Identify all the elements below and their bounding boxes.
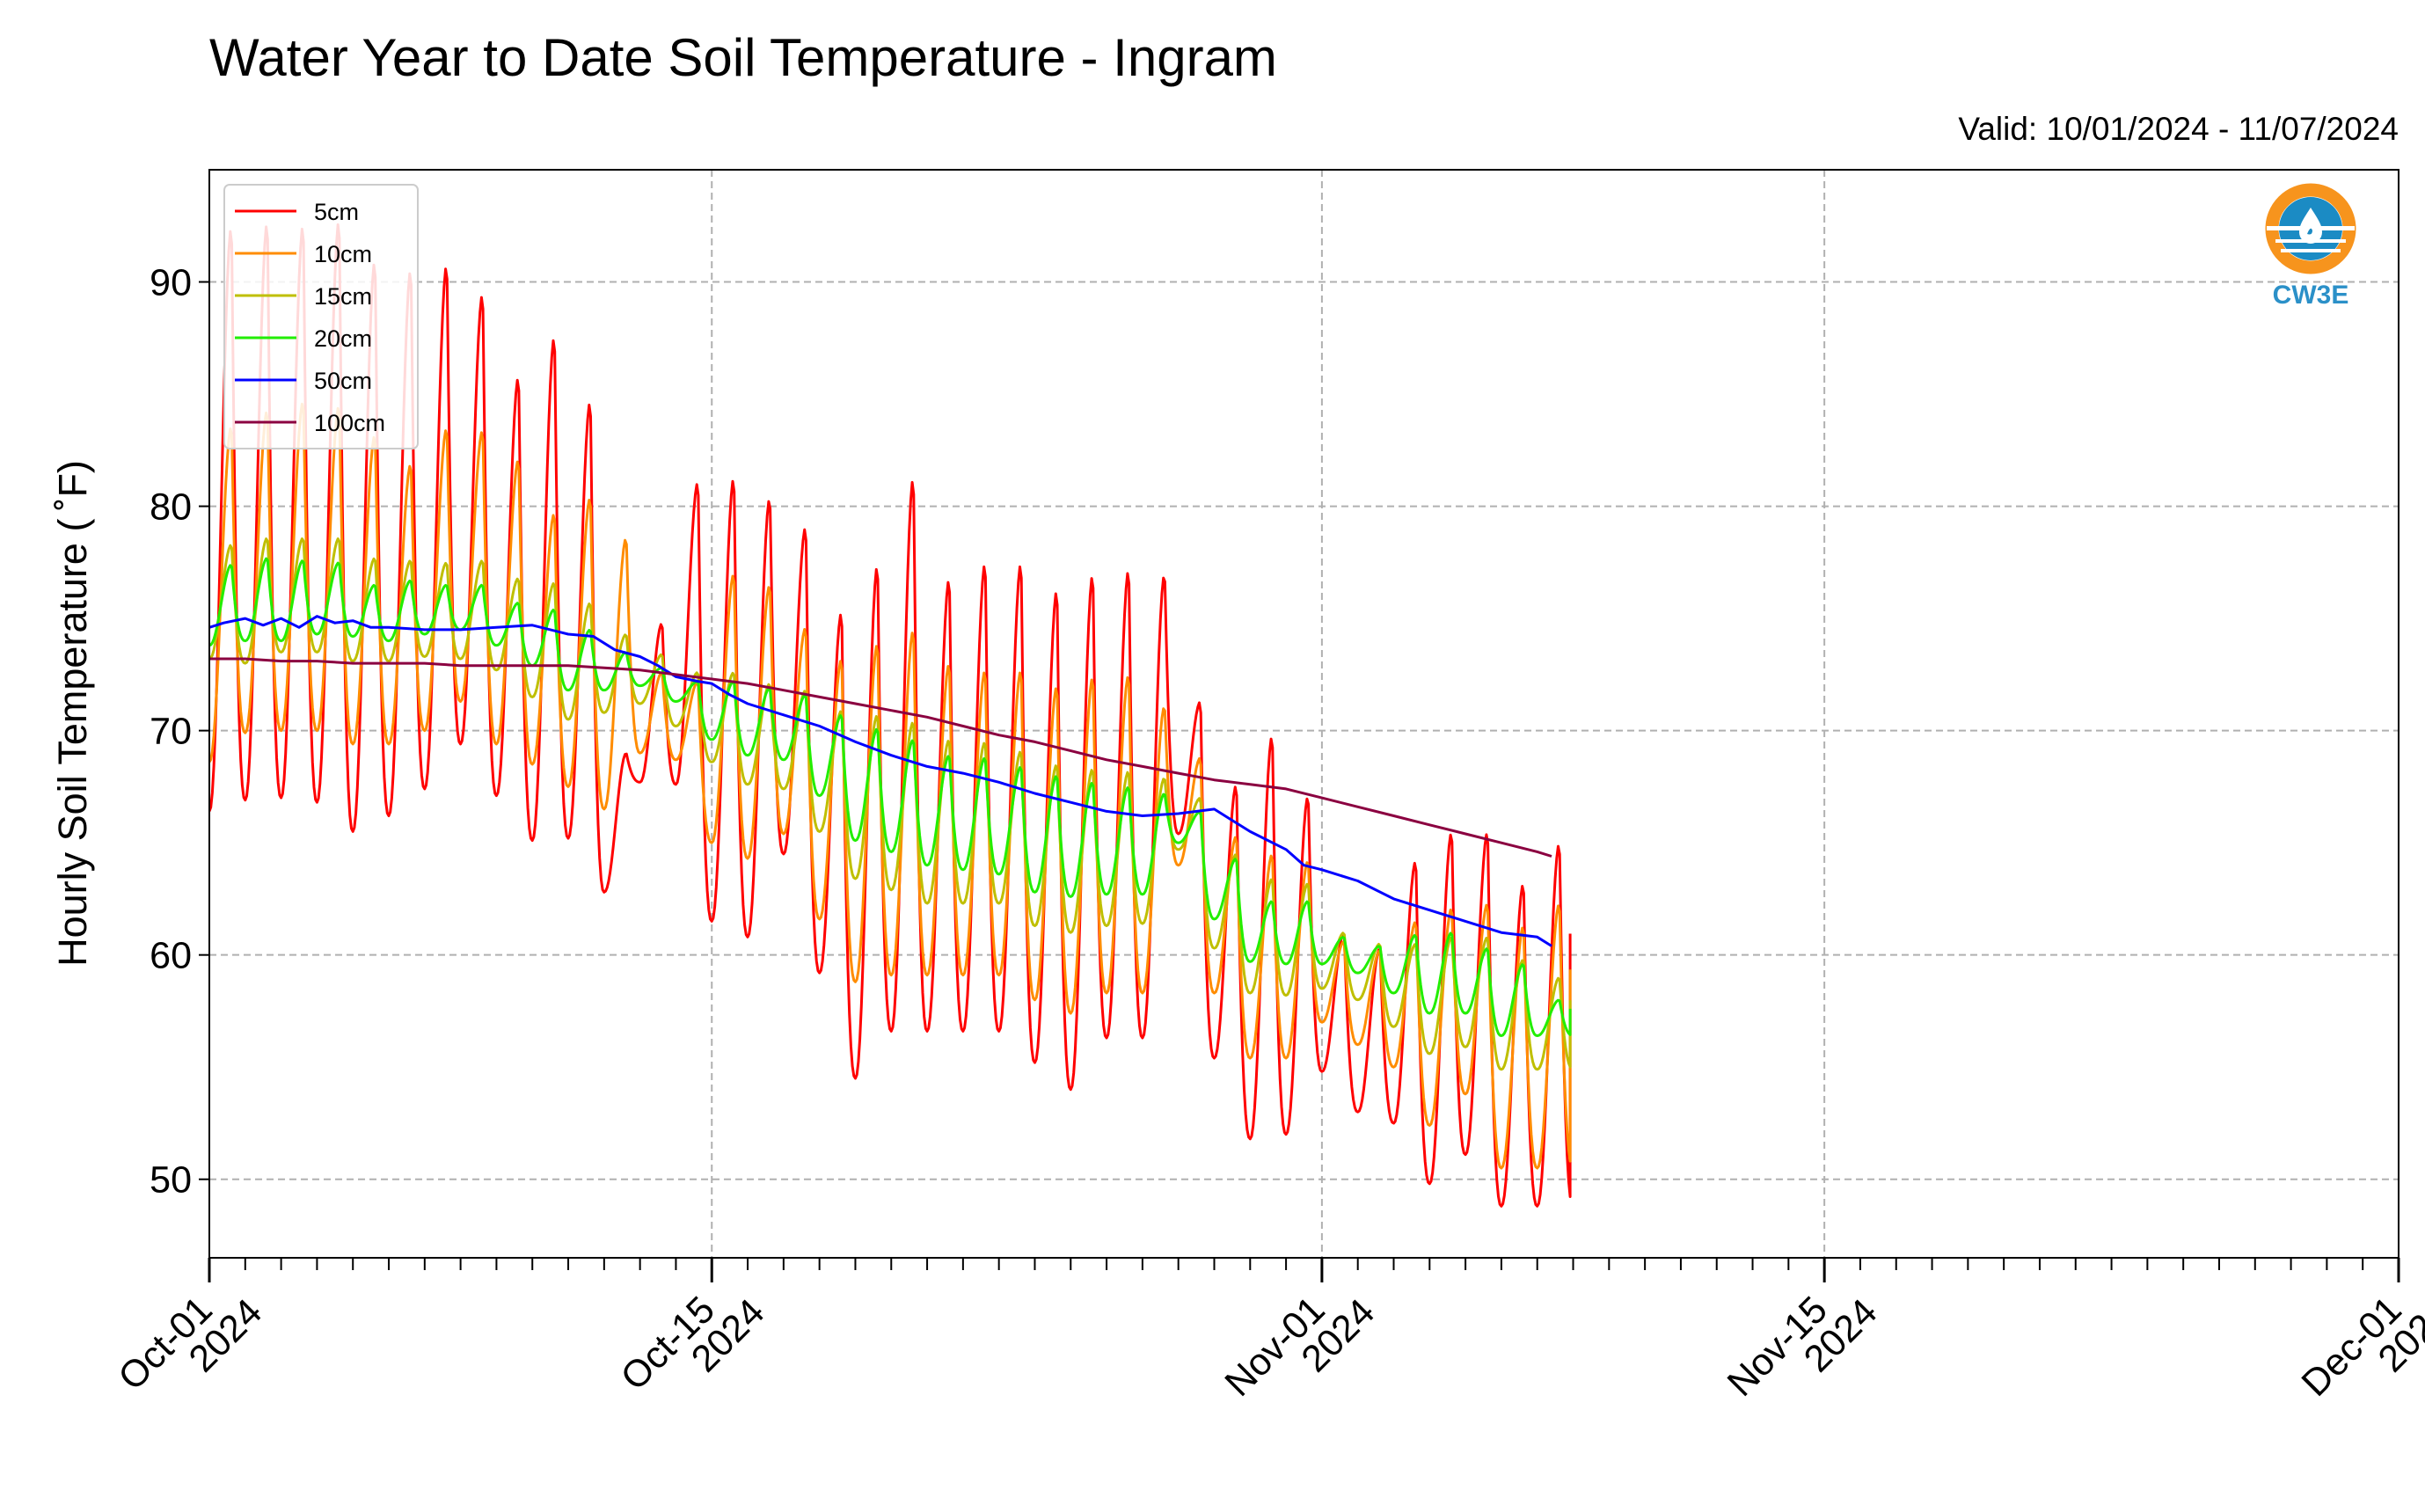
series-line-50cm — [209, 615, 1552, 947]
series-line-20cm — [209, 557, 1572, 1037]
y-tick-label: 80 — [150, 486, 192, 529]
y-tick-label: 60 — [150, 935, 192, 977]
series-line-10cm — [209, 402, 1572, 1170]
logo-wave — [2281, 249, 2341, 252]
legend-label: 10cm — [314, 241, 372, 267]
drop-highlight-icon — [2307, 228, 2312, 235]
legend-label: 50cm — [314, 368, 372, 394]
y-tick-label: 70 — [150, 711, 192, 753]
y-axis: 50 60 70 80 90 — [150, 262, 209, 1202]
plot-frame — [208, 169, 2399, 1259]
plot-area — [209, 223, 1572, 1208]
grid — [208, 170, 2399, 1258]
chart-title: Water Year to Date Soil Temperature - In… — [209, 28, 1277, 87]
legend-label: 20cm — [314, 325, 372, 352]
series-line-15cm — [209, 537, 1572, 1071]
legend-box — [223, 184, 419, 449]
drop-icon — [2299, 208, 2322, 244]
legend: 5cm 10cm 15cm 20cm 50cm 100cm — [223, 184, 419, 449]
logo-text: CW3E — [2273, 281, 2349, 310]
series-line-100cm — [209, 657, 1552, 858]
legend-label: 5cm — [314, 199, 359, 225]
cw3e-logo: CW3E — [2265, 183, 2356, 310]
y-tick-label: 50 — [150, 1159, 192, 1202]
y-tick-label: 90 — [150, 262, 192, 304]
chart-subtitle: Valid: 10/01/2024 - 11/07/2024 — [1958, 111, 2399, 147]
y-axis-label: Hourly Soil Temperature ( ˚F) — [50, 460, 95, 967]
legend-label: 15cm — [314, 283, 372, 310]
legend-label: 100cm — [314, 410, 385, 436]
